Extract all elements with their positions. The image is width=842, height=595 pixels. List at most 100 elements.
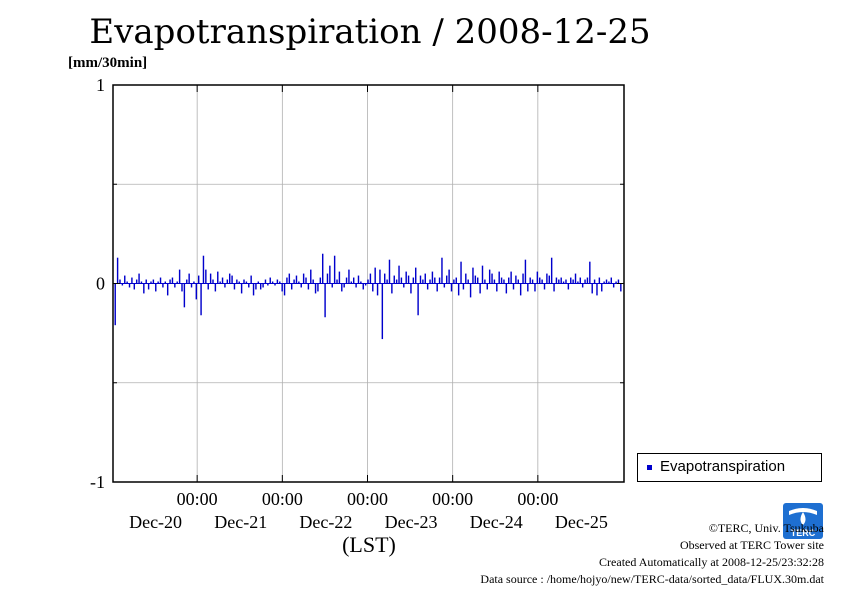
bar — [548, 275, 550, 284]
footer-created: Created Automatically at 2008-12-25/23:3… — [599, 555, 824, 569]
bar — [255, 283, 257, 290]
y-tick-label: 0 — [96, 274, 105, 294]
bar — [171, 277, 174, 284]
bar — [221, 277, 224, 284]
bar — [417, 283, 419, 316]
bar — [217, 271, 219, 284]
bar — [240, 283, 243, 294]
bar — [305, 277, 307, 284]
bar — [252, 283, 255, 296]
bar — [174, 283, 176, 288]
bar — [329, 265, 331, 284]
bar — [140, 281, 143, 284]
x-tick-date-label: Dec-24 — [470, 512, 523, 532]
bar — [581, 283, 584, 288]
bar — [493, 279, 496, 284]
bar — [155, 283, 157, 292]
bar — [162, 283, 164, 288]
bar — [259, 283, 262, 290]
legend: Evapotranspiration — [637, 453, 822, 482]
bar — [393, 275, 395, 284]
bar — [228, 273, 231, 284]
bar — [231, 275, 233, 284]
bar — [586, 277, 589, 284]
bar — [517, 279, 519, 284]
bar — [479, 283, 481, 294]
bar — [298, 281, 300, 284]
bar — [238, 281, 240, 284]
bar — [183, 283, 186, 308]
bar — [345, 277, 348, 284]
bar — [550, 257, 553, 284]
bar — [186, 279, 188, 284]
bar — [119, 279, 121, 284]
bar — [410, 283, 412, 294]
bar — [593, 279, 596, 284]
x-tick-date-label: Dec-25 — [555, 512, 608, 532]
bar — [612, 283, 615, 288]
bar — [281, 283, 283, 292]
bar — [558, 279, 560, 284]
bar — [190, 283, 193, 288]
bar — [584, 279, 586, 284]
bar — [200, 283, 202, 316]
bar — [319, 277, 322, 284]
bar — [395, 279, 398, 284]
bar — [462, 283, 465, 290]
bar — [570, 277, 572, 284]
bar — [236, 279, 238, 284]
bar — [310, 269, 312, 284]
axis-labels: 1 0 -1 00:00 Dec-20 00:00 Dec-21 00:00 Dec-22 00:… — [90, 75, 608, 557]
bar — [133, 283, 136, 290]
bar — [429, 279, 431, 284]
bar — [138, 273, 140, 284]
bar — [453, 279, 455, 284]
bar-series — [113, 253, 624, 340]
bar — [415, 267, 417, 284]
x-axis-label: (LST) — [342, 532, 396, 557]
bar — [374, 267, 376, 284]
legend-swatch — [647, 465, 652, 470]
bar — [386, 279, 388, 284]
bar — [150, 281, 152, 284]
bar — [283, 283, 286, 296]
bar — [243, 279, 245, 284]
bar — [472, 267, 474, 284]
bar — [279, 281, 281, 284]
bar — [295, 275, 298, 284]
bar — [290, 283, 293, 290]
bar — [484, 279, 486, 284]
bar — [324, 283, 326, 318]
x-tick-date-label: Dec-21 — [214, 512, 267, 532]
bar — [164, 281, 167, 284]
bar — [436, 283, 438, 292]
bar — [522, 273, 524, 284]
bar — [369, 273, 372, 284]
bar — [419, 275, 422, 284]
bar — [403, 283, 405, 288]
bar — [286, 277, 288, 284]
bar — [302, 273, 305, 284]
bar — [355, 283, 357, 288]
legend-label: Evapotranspiration — [660, 458, 786, 475]
terc-logo-icon: TERC — [783, 503, 823, 539]
axis-ticks — [113, 84, 624, 483]
bar — [343, 283, 345, 288]
x-tick-date-label: Dec-22 — [299, 512, 352, 532]
bar — [307, 283, 310, 290]
bar — [274, 283, 276, 286]
bar — [226, 279, 229, 284]
chart-title: Evapotranspiration / 2008-12-25 — [89, 12, 651, 52]
bar — [589, 261, 591, 284]
bar — [264, 279, 267, 284]
bar — [195, 283, 198, 300]
bar — [312, 279, 314, 284]
bar — [388, 259, 391, 284]
bar — [271, 281, 274, 284]
bar — [381, 283, 384, 340]
bar — [577, 281, 579, 284]
bar — [529, 277, 531, 284]
bar — [539, 277, 541, 284]
bar — [515, 275, 517, 284]
y-axis-unit-label: [mm/30min] — [68, 55, 148, 71]
